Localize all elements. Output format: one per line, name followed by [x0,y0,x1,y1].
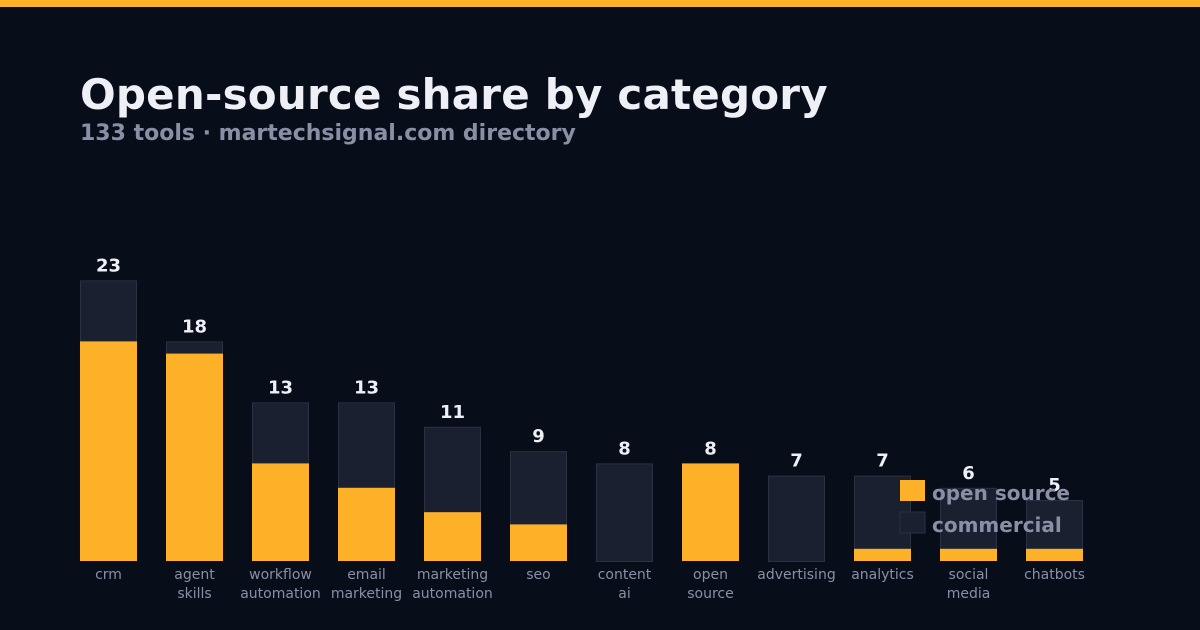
category-label: social [949,567,989,583]
bar-commercial [510,451,567,526]
category-label: marketing [331,586,402,602]
chart-subtitle: 133 tools · martechsignal.com directory [80,121,576,146]
bar-open-source [252,463,309,561]
bar-total-label: 7 [876,451,889,472]
bar-commercial [768,475,825,563]
bar-total-label: 9 [532,426,545,447]
bar-open-source [940,548,997,561]
bar-total-label: 13 [354,377,379,398]
bar-commercial [940,487,997,550]
bar-open-source [166,353,223,561]
bar-total-label: 6 [962,463,975,484]
bar-open-source [338,487,395,561]
bar-open-source [424,512,481,561]
category-label: crm [95,567,122,583]
bar-commercial [252,402,309,465]
bar-total-label: 23 [96,255,121,276]
legend-label-open-source: open source [932,481,1070,505]
category-label: content [598,567,652,583]
bar-commercial [596,463,653,562]
legend-label-commercial: commercial [932,513,1062,537]
bar-total-label: 5 [1048,475,1061,496]
bar-commercial [424,426,481,514]
bar-open-source [80,341,137,561]
legend-swatch-commercial [899,511,926,534]
category-label: analytics [851,567,914,583]
bar-commercial [166,341,223,355]
category-label: workflow [249,567,312,583]
category-label: chatbots [1024,567,1085,583]
bar-total-label: 7 [790,451,803,472]
category-label: ai [618,586,630,602]
chart-title: Open-source share by category [80,70,828,119]
category-label: skills [177,586,211,602]
accent-bar [0,0,1200,7]
category-label: automation [412,586,493,602]
legend-swatch-open-source [900,480,925,501]
category-label: source [687,586,734,602]
bar-total-label: 18 [182,316,207,337]
bar-total-label: 11 [440,402,465,423]
legend: open source commercial [899,480,1070,537]
category-label: advertising [757,567,835,583]
category-label: agent [174,567,215,583]
bar-total-label: 13 [268,377,293,398]
bar-open-source [682,463,739,561]
bar-total-label: 8 [618,438,631,459]
bar-commercial [338,402,395,489]
category-label: marketing [417,567,488,583]
bar-total-label: 8 [704,438,717,459]
bar-open-source [510,524,567,561]
bars-group: 23 crm 18 agent skills 13 workflow automation 13… [80,255,1085,602]
category-label: seo [526,567,550,583]
bar-open-source [854,548,911,561]
bar-open-source [1026,548,1083,561]
bar-commercial [1026,500,1083,550]
bar-commercial [80,280,137,343]
category-label: open [693,567,728,583]
category-label: automation [240,586,321,602]
category-label: media [947,586,991,602]
category-label: email [347,567,386,583]
